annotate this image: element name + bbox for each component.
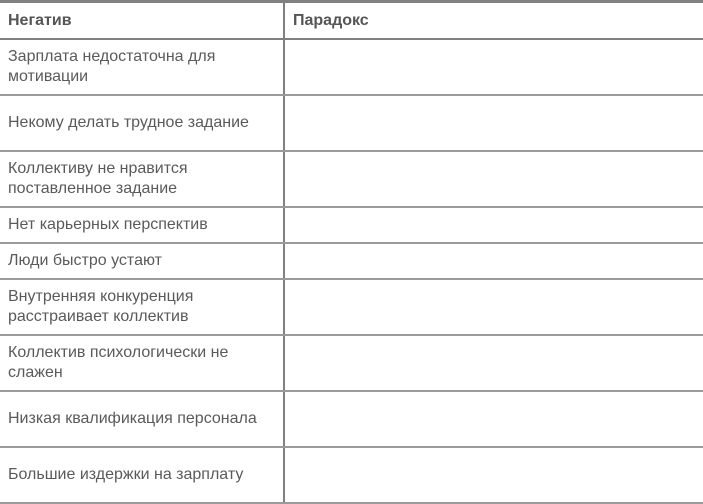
header-paradox: Парадокс [283,0,703,40]
table-row: Коллектив психологически не слажен [0,335,703,392]
negative-cell: Некому делать трудное задание [0,95,284,152]
negative-cell: Люди быстро устают [0,243,284,280]
negative-cell: Зарплата недостаточна для мотивации [0,39,284,96]
negative-cell: Внутренняя конкуренция расстраивает колл… [0,279,284,336]
negative-cell: Коллектив психологически не слажен [0,335,284,392]
negative-cell: Нет карьерных перспектив [0,207,284,244]
table-row: Коллективу не нравится поставленное зада… [0,151,703,208]
paradox-cell[interactable] [283,39,703,96]
table-row: Некому делать трудное задание [0,95,703,152]
table-row: Люди быстро устают [0,243,703,280]
header-negative: Негатив [0,0,284,40]
paradox-cell[interactable] [283,279,703,336]
paradox-cell[interactable] [283,151,703,208]
table-row: Зарплата недостаточна для мотивации [0,39,703,96]
table-row: Нет карьерных перспектив [0,207,703,244]
table-row: Низкая квалификация персонала [0,391,703,448]
negative-cell: Низкая квалификация персонала [0,391,284,448]
negative-cell: Коллективу не нравится поставленное зада… [0,151,284,208]
table-row: Большие издержки на зарплату [0,447,703,504]
paradox-cell[interactable] [283,391,703,448]
paradox-cell[interactable] [283,207,703,244]
header-row: Негатив Парадокс [0,0,703,40]
paradox-cell[interactable] [283,95,703,152]
negative-cell: Большие издержки на зарплату [0,447,284,504]
table-row: Внутренняя конкуренция расстраивает колл… [0,279,703,336]
paradox-cell[interactable] [283,243,703,280]
paradox-cell[interactable] [283,335,703,392]
paradox-cell[interactable] [283,447,703,504]
